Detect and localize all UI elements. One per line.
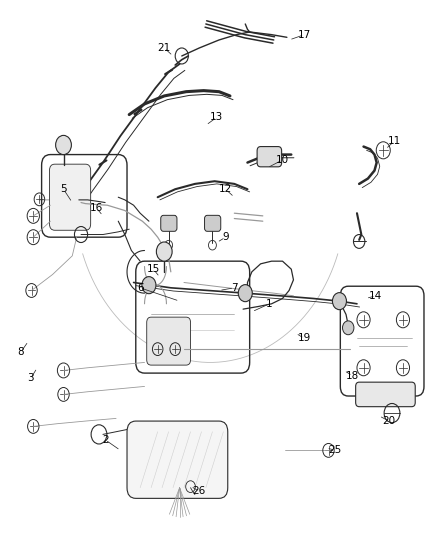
Text: 25: 25 — [328, 446, 342, 455]
FancyBboxPatch shape — [161, 215, 177, 231]
FancyBboxPatch shape — [127, 421, 228, 498]
Text: 14: 14 — [369, 291, 382, 301]
Circle shape — [238, 285, 252, 302]
Text: 1: 1 — [266, 299, 273, 309]
Text: 26: 26 — [193, 487, 206, 496]
Text: 18: 18 — [346, 371, 359, 381]
Text: 2: 2 — [102, 435, 109, 445]
Text: 20: 20 — [382, 416, 396, 426]
Text: 8: 8 — [18, 347, 25, 357]
Text: 9: 9 — [222, 232, 229, 242]
Text: 11: 11 — [388, 136, 401, 146]
FancyBboxPatch shape — [356, 382, 415, 407]
Circle shape — [156, 242, 172, 261]
Text: 5: 5 — [60, 184, 67, 194]
Text: 13: 13 — [210, 112, 223, 122]
FancyBboxPatch shape — [257, 147, 282, 167]
Text: 6: 6 — [137, 283, 144, 293]
Circle shape — [343, 321, 354, 335]
Circle shape — [332, 293, 346, 310]
Text: 16: 16 — [90, 203, 103, 213]
Text: 7: 7 — [231, 283, 238, 293]
Text: 10: 10 — [276, 155, 289, 165]
Text: 12: 12 — [219, 184, 232, 194]
FancyBboxPatch shape — [205, 215, 221, 231]
Text: 3: 3 — [27, 374, 34, 383]
Text: 21: 21 — [158, 43, 171, 53]
Text: 19: 19 — [298, 334, 311, 343]
Text: 15: 15 — [147, 264, 160, 274]
FancyBboxPatch shape — [49, 164, 91, 230]
Circle shape — [142, 277, 156, 294]
Text: 17: 17 — [298, 30, 311, 39]
FancyBboxPatch shape — [147, 317, 191, 365]
Circle shape — [56, 135, 71, 155]
